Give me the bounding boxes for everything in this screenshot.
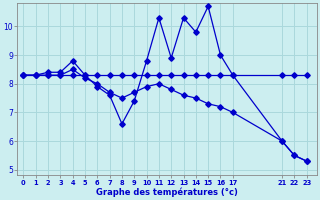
X-axis label: Graphe des températures (°c): Graphe des températures (°c) <box>96 187 238 197</box>
